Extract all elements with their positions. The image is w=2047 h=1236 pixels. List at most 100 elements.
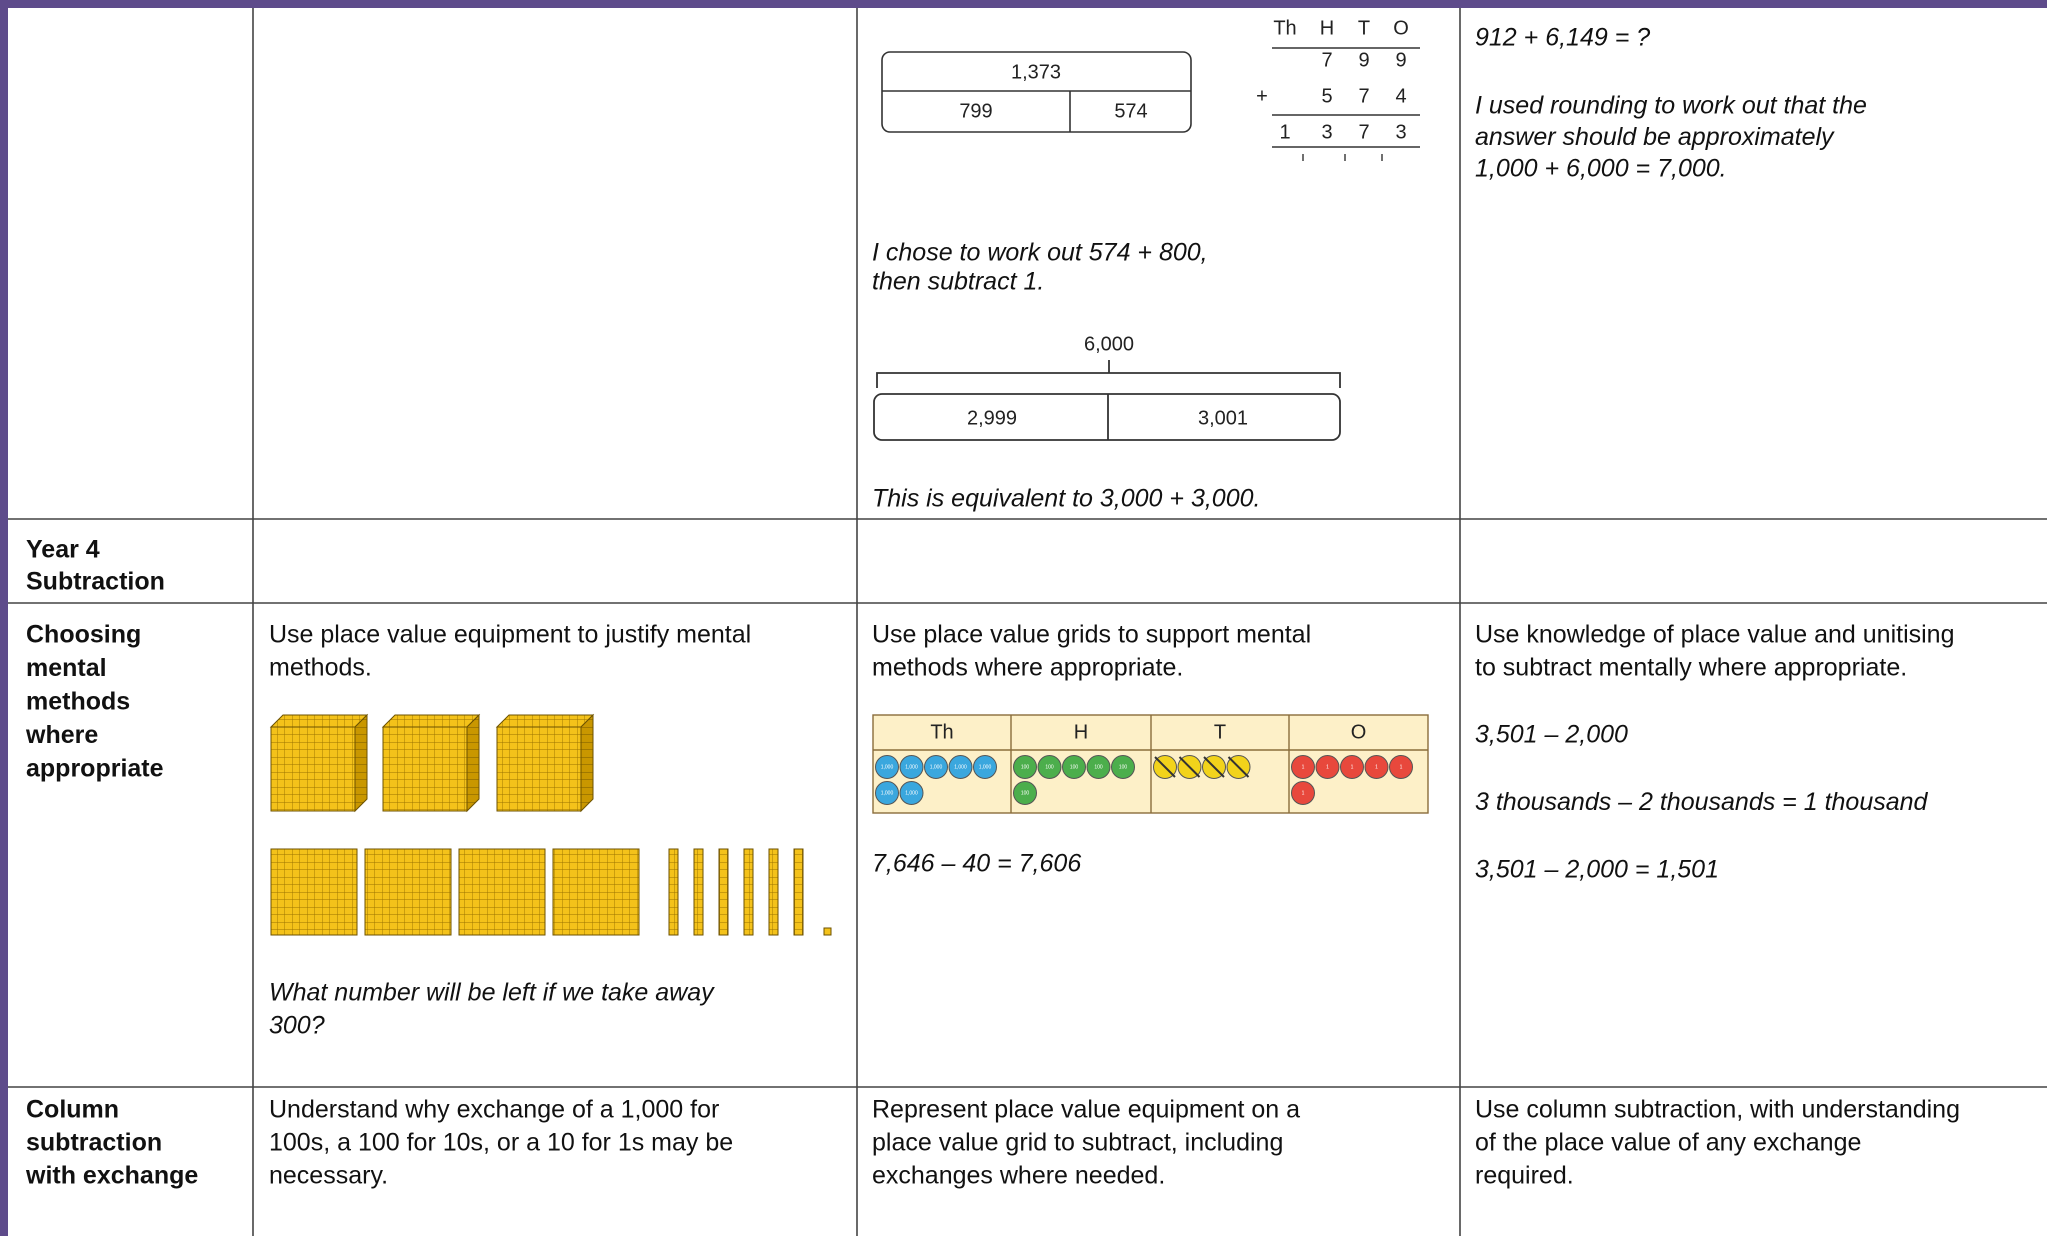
row-heading: subtraction <box>26 1129 162 1157</box>
example: answer should be approximately <box>1475 123 1835 151</box>
counter-label: 1 <box>1375 764 1378 770</box>
cube-top <box>269 714 369 728</box>
cross-out <box>1154 756 1176 778</box>
digit: 7 <box>1358 121 1369 143</box>
counter-label: 1,000 <box>930 764 943 770</box>
counter-label: 100 <box>1070 764 1079 770</box>
question: 300? <box>269 1012 325 1040</box>
counter-label: 100 <box>1021 764 1030 770</box>
description: Use place value equipment to justify men… <box>269 621 751 649</box>
example: 7,646 – 40 = 7,606 <box>872 850 1081 878</box>
counter <box>948 755 973 779</box>
table-lines <box>8 8 2047 1236</box>
row-heading: where <box>25 721 98 749</box>
digit: 9 <box>1358 49 1369 71</box>
counter-label: 1,000 <box>905 764 918 770</box>
example: 3,501 – 2,000 <box>1475 721 1628 749</box>
unit <box>823 927 832 936</box>
question: What number will be left if we take away <box>269 979 715 1007</box>
note: then subtract 1. <box>872 268 1044 296</box>
counter <box>1013 781 1037 805</box>
description: Understand why exchange of a 1,000 for <box>269 1096 719 1124</box>
cube-side <box>580 713 594 813</box>
example: 3 thousands – 2 thousands = 1 thousand <box>1475 788 1929 816</box>
digit: 3 <box>1321 121 1332 143</box>
counter <box>1013 755 1037 779</box>
description: Represent place value equipment on a <box>872 1096 1300 1124</box>
grid-header: O <box>1351 721 1367 743</box>
flat <box>270 848 358 936</box>
description: place value grid to subtract, including <box>872 1129 1283 1157</box>
counter-label: 100 <box>1119 764 1128 770</box>
description: exchanges where needed. <box>872 1162 1165 1190</box>
rod <box>743 848 754 936</box>
example: 912 + 6,149 = ? <box>1475 24 1650 52</box>
bar-label: 2,999 <box>967 407 1017 429</box>
bar-model <box>881 51 1192 133</box>
cube-side <box>466 713 480 813</box>
digit: 9 <box>1395 49 1406 71</box>
description: methods where appropriate. <box>872 654 1183 682</box>
row-heading: with exchange <box>25 1162 198 1190</box>
counter-label: 1 <box>1302 764 1305 770</box>
bar-label: 1,373 <box>1011 61 1061 83</box>
counter <box>1086 755 1111 779</box>
digit: 4 <box>1395 85 1406 107</box>
bar-label: 3,001 <box>1198 407 1248 429</box>
counter <box>899 755 924 779</box>
counter-label: 1,000 <box>881 764 894 770</box>
column-header: Th <box>1273 17 1296 39</box>
column-header: O <box>1393 17 1409 39</box>
description: Use column subtraction, with understandi… <box>1475 1096 1960 1124</box>
digit: 7 <box>1321 49 1332 71</box>
cross-out <box>1203 756 1225 778</box>
cross-out <box>1227 756 1250 778</box>
counter <box>1037 755 1062 779</box>
cube-top <box>495 714 595 728</box>
counter <box>1340 755 1364 779</box>
counter <box>1315 755 1340 779</box>
description: methods. <box>269 654 372 682</box>
example: 1,000 + 6,000 = 7,000. <box>1475 155 1727 183</box>
example: 3,501 – 2,000 = 1,501 <box>1475 856 1719 884</box>
counter <box>1111 755 1135 779</box>
note: I chose to work out 574 + 800, <box>872 239 1208 267</box>
flat <box>552 848 640 936</box>
counter <box>899 781 924 805</box>
row-heading: Column <box>26 1096 119 1124</box>
description: of the place value of any exchange <box>1475 1129 1861 1157</box>
counter-label: 1 <box>1400 764 1403 770</box>
row-heading: methods <box>26 688 130 716</box>
grid-header: T <box>1214 721 1226 743</box>
border-left <box>0 0 8 1236</box>
counter <box>1291 755 1315 779</box>
description: required. <box>1475 1162 1574 1190</box>
counter-label: 1,000 <box>905 790 918 796</box>
digit: 7 <box>1358 85 1369 107</box>
counter <box>924 755 948 779</box>
column-header: H <box>1320 17 1334 39</box>
counter <box>1062 755 1086 779</box>
counter <box>973 755 997 779</box>
cube-front <box>496 726 582 812</box>
rod <box>718 848 729 936</box>
bar-label: 574 <box>1114 100 1147 122</box>
grid-header: H <box>1074 721 1088 743</box>
rod <box>668 848 679 936</box>
digit: 5 <box>1321 85 1332 107</box>
cross-out <box>1178 756 1201 778</box>
rod <box>793 848 804 936</box>
description: necessary. <box>269 1162 388 1190</box>
digit: 3 <box>1395 121 1406 143</box>
column-header: T <box>1358 17 1370 39</box>
bar-label: 6,000 <box>1084 333 1134 355</box>
counter <box>875 755 899 779</box>
counter <box>1389 755 1413 779</box>
cube-top <box>381 714 481 728</box>
counter <box>1364 755 1389 779</box>
flat <box>364 848 452 936</box>
operator: + <box>1256 85 1268 107</box>
counter-label: 1 <box>1326 764 1329 770</box>
